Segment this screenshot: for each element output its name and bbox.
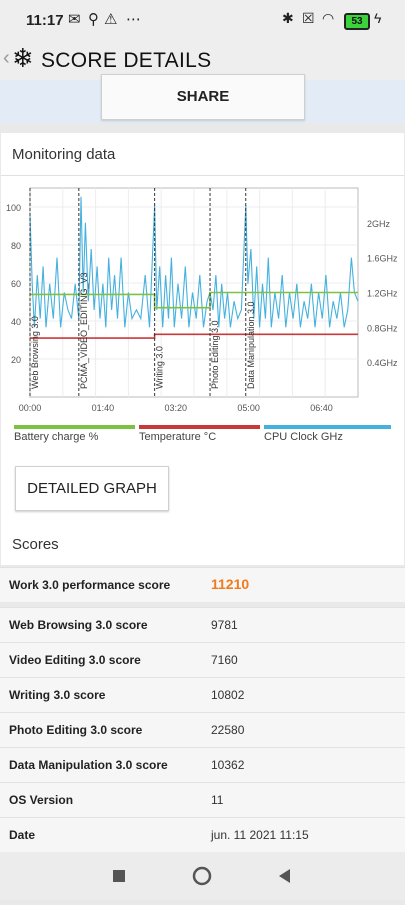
score-row-data-manipulation: Data Manipulation 3.0 score 10362: [0, 747, 405, 782]
back-nav-icon[interactable]: [279, 869, 290, 883]
legend-cpu-swatch: [264, 425, 391, 429]
wifi-icon: ◠: [322, 10, 335, 26]
y-left-tick-label: 100: [6, 203, 21, 213]
legend-battery-label: Battery charge %: [14, 431, 99, 443]
nav-buttons: [113, 866, 290, 886]
warning-icon: ⚠: [104, 11, 118, 28]
keyhole-icon: ⚲: [88, 11, 99, 28]
score-row-photo-editing: Photo Editing 3.0 score 22580: [0, 712, 405, 747]
y-left-tick-label: 80: [11, 241, 21, 251]
divider: [1, 175, 404, 176]
x-tick-label: 01:40: [92, 403, 115, 413]
score-value: 22580: [211, 723, 245, 737]
y-right-tick-label: 1.2GHz: [367, 289, 398, 299]
legend-battery: Battery charge %: [14, 425, 135, 443]
share-button[interactable]: SHARE: [101, 74, 305, 120]
page-title: SCORE DETAILS: [41, 49, 212, 72]
score-value: 7160: [211, 653, 238, 667]
y-left-tick-label: 40: [11, 317, 21, 327]
monitoring-chart: 100 80 60 40 20 2GHz 1.6GHz 1.2GHz 0.8GHz 0.4GHz 0…: [6, 187, 398, 413]
score-row-web-browsing: Web Browsing 3.0 score 9781: [0, 607, 405, 642]
score-label: Date: [9, 828, 36, 842]
bluetooth-icon: ✱: [282, 10, 294, 26]
status-time: 11:17: [26, 12, 64, 29]
legend-battery-swatch: [14, 425, 135, 429]
scores-title: Scores: [12, 536, 59, 553]
legend-cpu-label: CPU Clock GHz: [264, 431, 343, 443]
app-bar: ‹ ❄ SCORE DETAILS: [0, 40, 405, 80]
score-value: 10362: [211, 758, 245, 772]
series-line-cpu: [29, 196, 359, 328]
score-value: 11: [211, 793, 224, 807]
battery-icon: 53: [344, 13, 370, 30]
score-label: Writing 3.0 score: [9, 688, 106, 702]
y-left-tick-label: 60: [11, 279, 21, 289]
back-icon[interactable]: ‹: [3, 47, 10, 69]
gmail-icon: ✉: [68, 11, 81, 28]
phase-marker-label: Photo Editing 3.0: [210, 320, 220, 389]
detailed-graph-button[interactable]: DETAILED GRAPH: [15, 466, 169, 511]
x-tick-label: 03:20: [165, 403, 188, 413]
more-icon: ⋯: [126, 11, 141, 28]
charging-icon: ϟ: [374, 10, 382, 26]
score-row-writing: Writing 3.0 score 10802: [0, 677, 405, 712]
score-row-video-editing: Video Editing 3.0 score 7160: [0, 642, 405, 677]
legend-temperature-swatch: [139, 425, 260, 429]
series-line-battery: [30, 291, 358, 309]
score-label: Data Manipulation 3.0 score: [9, 758, 168, 772]
score-value: jun. 11 2021 11:15: [211, 828, 309, 842]
status-bar: 11:17 ✉ ⚲ ⚠ ⋯ ✱ ☒ ◠ 53 ϟ: [0, 0, 405, 40]
y-right-tick-label: 1.6GHz: [367, 254, 398, 264]
score-label: Web Browsing 3.0 score: [9, 618, 148, 632]
score-label: OS Version: [9, 793, 74, 807]
snowflake-logo-icon: ❄: [12, 43, 34, 73]
score-label: Work 3.0 performance score: [9, 578, 171, 592]
legend-cpu: CPU Clock GHz: [264, 425, 391, 443]
monitoring-title: Monitoring data: [12, 146, 116, 163]
x-tick-label: 00:00: [19, 403, 42, 413]
legend-temperature: Temperature °C: [139, 425, 260, 443]
y-right-tick-label: 2GHz: [367, 219, 391, 229]
phase-marker-label: PCMA_VIDEO_EDITING_V3: [79, 272, 89, 389]
home-icon[interactable]: [192, 866, 212, 886]
y-right-tick-label: 0.4GHz: [367, 358, 398, 368]
score-label: Video Editing 3.0 score: [9, 653, 141, 667]
phase-marker-label: Data Manipulation 3.0: [246, 301, 256, 389]
score-row-work: Work 3.0 performance score 11210: [0, 567, 405, 602]
x-tick-label: 05:00: [237, 403, 260, 413]
phase-marker-label: Web Browsing 3.0: [30, 316, 40, 389]
score-row-date: Date jun. 11 2021 11:15: [0, 817, 405, 852]
y-right-tick-label: 0.8GHz: [367, 323, 398, 333]
navigation-bar: [0, 852, 405, 900]
score-row-os-version: OS Version 11: [0, 782, 405, 817]
legend-temperature-label: Temperature °C: [139, 431, 217, 443]
series-line-temperature: [30, 333, 358, 339]
score-value: 10802: [211, 688, 245, 702]
score-value: 11210: [211, 576, 250, 592]
no-signal-icon: ☒: [302, 10, 315, 26]
monitoring-card: Monitoring data 100 80 60 40 20 2GHz 1.6GHz 1.2…: [1, 133, 404, 565]
score-value: 9781: [211, 618, 238, 632]
recent-apps-icon[interactable]: [113, 870, 125, 882]
y-left-tick-label: 20: [11, 355, 21, 365]
score-label: Photo Editing 3.0 score: [9, 723, 143, 737]
x-tick-label: 06:40: [310, 403, 333, 413]
phase-marker-label: Writing 3.0: [155, 346, 165, 389]
